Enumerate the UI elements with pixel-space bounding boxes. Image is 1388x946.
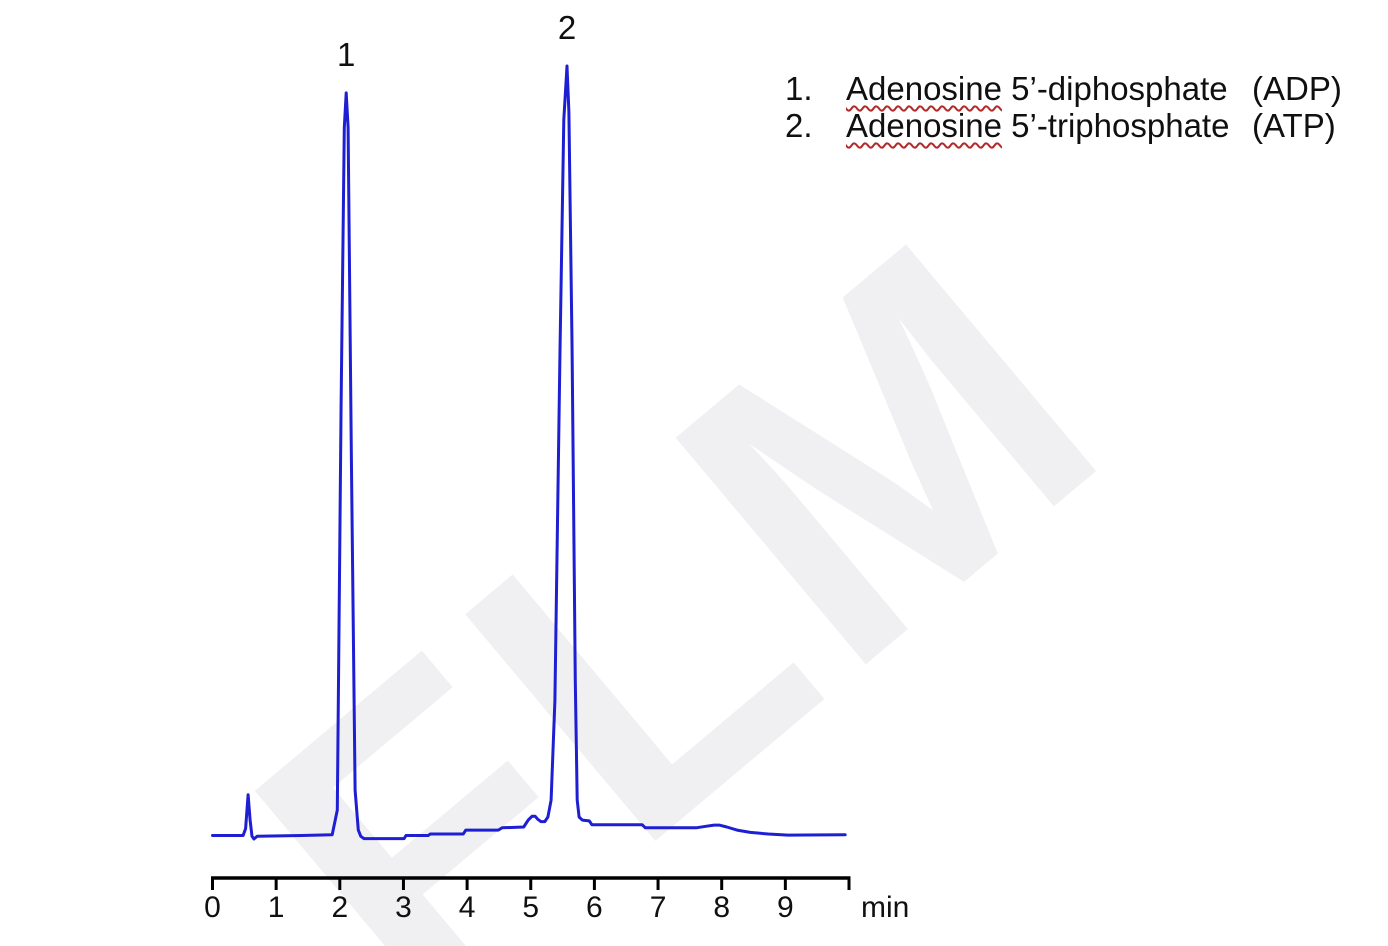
peak-label-2: 2 [557,9,577,46]
legend-abbreviation: (ATP) [1252,107,1336,144]
legend-compound-rest: 5’-triphosphate [1001,107,1230,144]
x-tick-label-7: 7 [649,891,667,924]
x-tick-label-9: 9 [777,891,794,924]
chromatogram-trace [211,64,847,841]
legend-compound-word: Adenosine [846,70,1002,107]
legend-compound-name: Adenosine 5’-triphosphate [846,107,1252,144]
peak-legend: 1. Adenosine 5’-diphosphate (ADP) 2. Ade… [785,70,1342,144]
x-tick-label-4: 4 [458,891,476,924]
x-axis-unit-label: min [861,891,910,924]
legend-index: 2. [785,107,813,144]
legend-compound-rest: 5’-diphosphate [1001,70,1228,107]
legend-item-adp: 1. Adenosine 5’-diphosphate (ADP) [785,70,1342,107]
x-tick-label-8: 8 [713,891,731,924]
legend-index: 1. [785,70,813,107]
x-tick-label-5: 5 [522,891,540,924]
x-tick-label-0: 0 [204,891,221,924]
peak-label-1: 1 [336,35,356,73]
x-tick-label-1: 1 [267,891,285,924]
legend-compound-name: Adenosine 5’-diphosphate [846,70,1252,107]
x-tick-label-6: 6 [586,891,603,924]
x-tick-label-2: 2 [331,891,349,924]
x-tick-label-3: 3 [395,891,412,924]
legend-compound-word: Adenosine [846,107,1002,144]
legend-item-atp: 2. Adenosine 5’-triphosphate (ATP) [785,107,1342,144]
legend-abbreviation: (ADP) [1252,70,1342,107]
